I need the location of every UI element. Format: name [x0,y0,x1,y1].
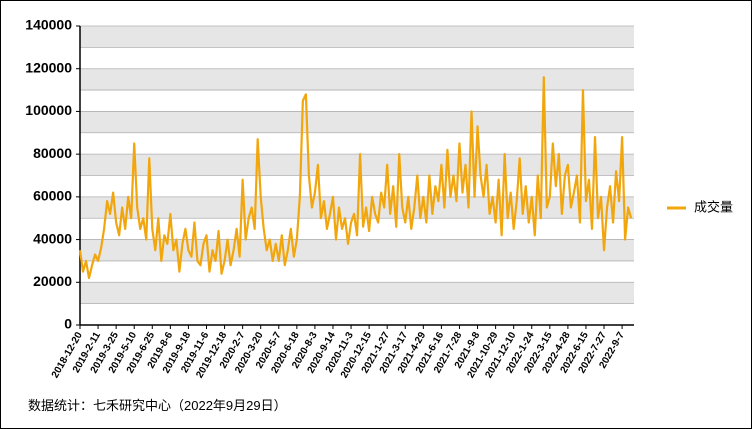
y-tick-label: 60000 [33,188,72,204]
grid-band [80,26,634,48]
y-tick-label: 40000 [33,230,72,246]
source-note: 数据统计：七禾研究中心（2022年9月29日） [28,398,287,413]
grid-band [80,154,634,176]
grid-band [80,111,634,133]
y-tick-label: 140000 [25,17,72,33]
y-tick-label: 100000 [25,102,72,118]
data-line [78,76,633,280]
legend-label: 成交量 [694,199,733,214]
grid-band [80,68,634,91]
y-tick-label: 80000 [33,145,72,161]
grid-band [80,282,634,304]
y-tick-label: 120000 [25,59,72,75]
y-tick-label: 20000 [33,273,72,289]
y-tick-label: 0 [64,316,72,332]
plot-area: 0200004000060000800001000001200001400002… [25,17,634,380]
